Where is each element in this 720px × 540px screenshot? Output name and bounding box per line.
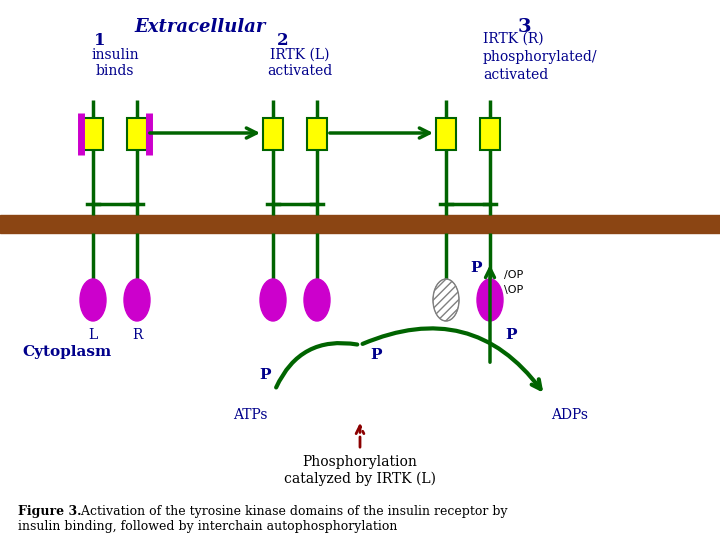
Text: insulin
binds: insulin binds <box>91 48 139 78</box>
Ellipse shape <box>304 279 330 321</box>
Bar <box>436 118 456 150</box>
Text: ATPs: ATPs <box>233 408 267 422</box>
Text: 3: 3 <box>518 18 531 36</box>
Bar <box>127 118 147 150</box>
Text: IRTK (L)
activated: IRTK (L) activated <box>267 48 333 78</box>
Text: Phosphorylation: Phosphorylation <box>302 455 418 469</box>
Text: L: L <box>89 328 98 342</box>
Text: Activation of the tyrosine kinase domains of the insulin receptor by: Activation of the tyrosine kinase domain… <box>73 505 508 518</box>
Text: Figure 3.: Figure 3. <box>18 505 81 518</box>
Ellipse shape <box>433 279 459 321</box>
Bar <box>307 118 327 150</box>
Text: Extracellular: Extracellular <box>135 18 266 36</box>
Bar <box>480 118 500 150</box>
Text: /OP: /OP <box>504 270 523 280</box>
Ellipse shape <box>477 279 503 321</box>
Text: P: P <box>370 348 382 362</box>
Text: P: P <box>505 328 516 342</box>
Text: R: R <box>132 328 142 342</box>
Text: catalyzed by IRTK (L): catalyzed by IRTK (L) <box>284 472 436 487</box>
Text: 2: 2 <box>277 32 289 49</box>
Text: ADPs: ADPs <box>552 408 588 422</box>
Ellipse shape <box>124 279 150 321</box>
Text: P: P <box>470 261 482 275</box>
Text: activated: activated <box>483 68 548 82</box>
Bar <box>263 118 283 150</box>
Text: \OP: \OP <box>504 285 523 295</box>
Bar <box>83 118 103 150</box>
Text: P: P <box>259 368 271 382</box>
Text: insulin binding, followed by interchain autophosphorylation: insulin binding, followed by interchain … <box>18 520 397 533</box>
Text: Cytoplasm: Cytoplasm <box>22 345 112 359</box>
Bar <box>0 215 720 233</box>
Ellipse shape <box>260 279 286 321</box>
Text: IRTK (R): IRTK (R) <box>483 32 544 46</box>
Text: 1: 1 <box>94 32 106 49</box>
Ellipse shape <box>80 279 106 321</box>
Text: phosphorylated/: phosphorylated/ <box>483 50 598 64</box>
